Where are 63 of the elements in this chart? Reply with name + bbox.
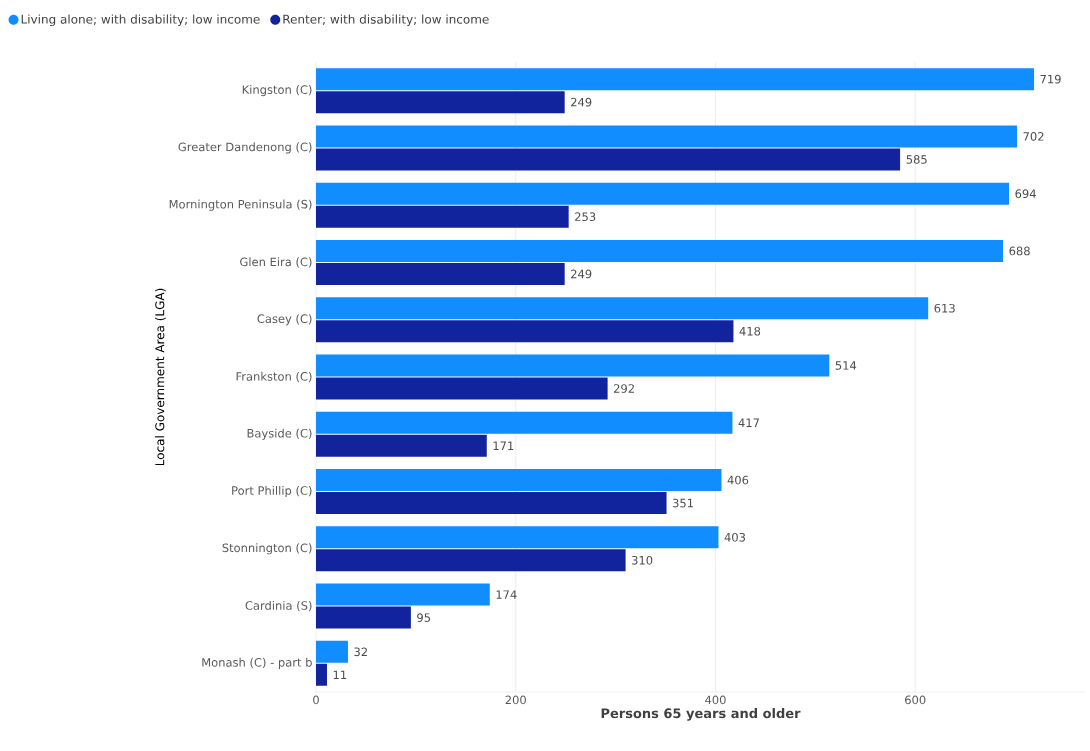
- bar: [316, 182, 1010, 205]
- y-tick-label: Mornington Peninsula (S): [169, 199, 312, 211]
- data-label: 417: [738, 418, 759, 427]
- y-tick-label: Stonnington (C): [222, 543, 312, 555]
- bar: [316, 411, 733, 434]
- bar: [316, 297, 929, 320]
- y-tick-label: Glen Eira (C): [240, 257, 312, 268]
- data-label: 418: [739, 326, 761, 336]
- data-label: 514: [835, 361, 857, 370]
- bar: [316, 91, 565, 114]
- data-label: 249: [571, 269, 592, 279]
- bar: [316, 583, 490, 606]
- data-label: 585: [906, 155, 927, 164]
- bar: [316, 205, 569, 228]
- x-tick-label: 0: [313, 695, 319, 705]
- bar: [316, 492, 667, 515]
- x-tick-label: 600: [905, 695, 926, 705]
- data-label: 613: [934, 303, 955, 313]
- y-tick-label: Cardinia (S): [245, 600, 312, 612]
- bar: [316, 148, 901, 171]
- y-axis-title: Local Government Area (LGA): [155, 288, 166, 466]
- data-label: 351: [672, 498, 693, 508]
- data-label: 310: [632, 555, 653, 565]
- data-label: 292: [614, 384, 634, 393]
- y-tick-label: Monash (C) - part b: [202, 657, 312, 669]
- bar: [316, 640, 348, 663]
- y-tick-label: Casey (C): [257, 314, 312, 326]
- bar: [316, 526, 719, 549]
- data-label: 249: [571, 97, 592, 107]
- bar: [316, 434, 487, 457]
- y-tick-label: Kingston (C): [242, 85, 312, 97]
- data-label: 694: [1015, 189, 1036, 199]
- bar: [316, 320, 734, 343]
- data-label: 95: [417, 613, 431, 622]
- bar: [316, 239, 1004, 262]
- y-tick-label: Greater Dandenong (C): [178, 142, 312, 154]
- bar: [316, 125, 1018, 148]
- data-label: 688: [1009, 246, 1030, 256]
- data-label: 174: [496, 590, 517, 599]
- bar: [316, 377, 608, 400]
- x-tick-label: 400: [705, 695, 726, 705]
- data-label: 171: [493, 441, 514, 450]
- y-tick-label: Bayside (C): [247, 428, 312, 440]
- data-label: 406: [727, 475, 749, 485]
- bar: [316, 663, 327, 686]
- data-label: 719: [1040, 74, 1061, 84]
- data-label: 702: [1023, 132, 1044, 141]
- bar: [316, 549, 626, 572]
- data-label: 11: [333, 670, 347, 680]
- legend-label: Living alone; with disability; low income: [21, 14, 260, 27]
- x-tick-label: 200: [505, 695, 526, 705]
- bar: [316, 354, 830, 377]
- y-tick-label: Port Phillip (C): [232, 485, 312, 498]
- bar: [316, 606, 411, 629]
- bar: [316, 262, 565, 285]
- data-label: 253: [575, 212, 596, 222]
- legend-label: Renter; with disability; low income: [283, 14, 489, 27]
- data-label: 32: [354, 647, 367, 657]
- bar: [316, 469, 722, 492]
- bar: [316, 68, 1035, 91]
- data-label: 403: [724, 532, 746, 542]
- y-tick-label: Frankston (C): [236, 371, 312, 383]
- x-axis-title: Persons 65 years and older: [601, 708, 801, 721]
